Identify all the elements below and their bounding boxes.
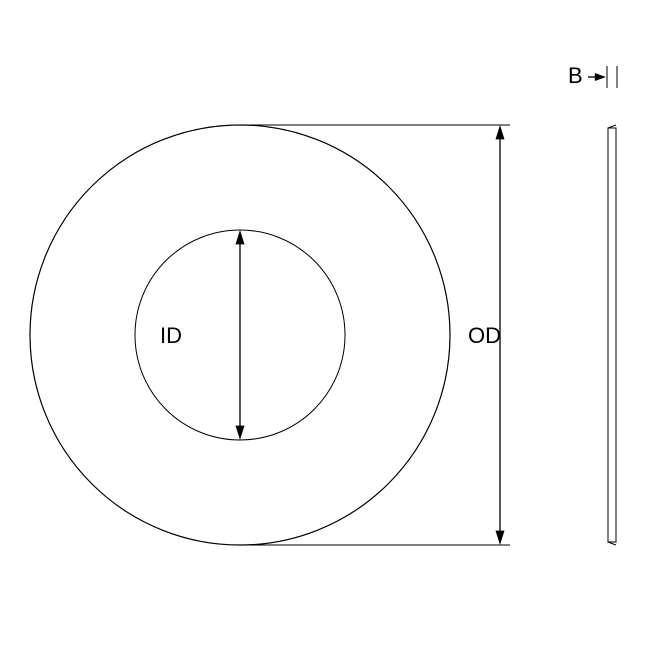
- dimension-b: B: [568, 63, 617, 88]
- washer-diagram: ID OD B: [0, 0, 670, 670]
- dimension-od-label: OD: [468, 323, 501, 348]
- dimension-id: ID: [160, 230, 245, 440]
- dimension-b-label: B: [568, 63, 583, 88]
- washer-side-view: [608, 125, 616, 545]
- dimension-id-label: ID: [160, 323, 182, 348]
- dimension-od: OD: [240, 125, 510, 545]
